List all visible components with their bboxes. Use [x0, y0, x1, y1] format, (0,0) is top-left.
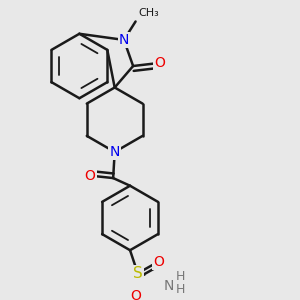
Text: O: O: [154, 56, 165, 70]
Text: O: O: [153, 255, 164, 268]
Text: N: N: [164, 278, 174, 292]
Text: O: O: [85, 169, 96, 183]
Text: H: H: [176, 270, 185, 283]
Text: CH₃: CH₃: [138, 8, 159, 18]
Text: S: S: [133, 266, 142, 281]
Text: N: N: [119, 33, 129, 47]
Text: H: H: [176, 283, 185, 296]
Text: N: N: [110, 145, 120, 159]
Text: O: O: [131, 289, 142, 300]
